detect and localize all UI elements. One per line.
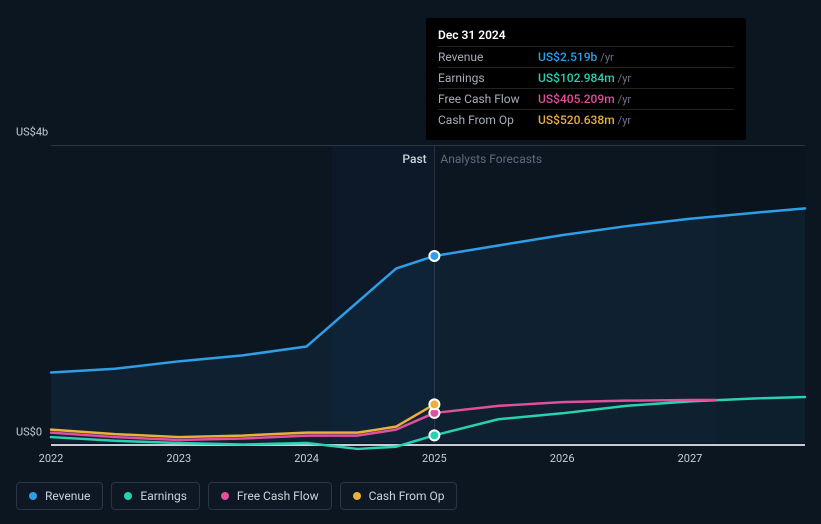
tooltip-unit: /yr: [600, 51, 613, 64]
legend-label: Free Cash Flow: [237, 489, 319, 503]
x-tick: 2022: [39, 452, 64, 465]
tooltip-metric-value: US$405.209m: [538, 92, 615, 106]
tooltip-date: Dec 31 2024: [438, 28, 734, 42]
tooltip-row: Free Cash Flow US$405.209m /yr: [438, 88, 734, 109]
legend-label: Revenue: [45, 489, 90, 503]
y-tick-zero: US$0: [16, 426, 51, 439]
tooltip-unit: /yr: [618, 114, 631, 127]
tooltip-metric-value: US$2.519b: [538, 50, 597, 64]
hover-tooltip: Dec 31 2024 Revenue US$2.519b /yrEarning…: [426, 18, 746, 140]
x-tick: 2026: [550, 452, 575, 465]
tooltip-row: Revenue US$2.519b /yr: [438, 46, 734, 67]
legend-dot-icon: [221, 492, 229, 500]
tooltip-row: Cash From Op US$520.638m /yr: [438, 109, 734, 130]
legend-label: Earnings: [140, 489, 187, 503]
x-tick: 2024: [294, 452, 319, 465]
tooltip-metric-label: Free Cash Flow: [438, 92, 538, 106]
legend-item-fcf[interactable]: Free Cash Flow: [208, 482, 332, 510]
tooltip-row: Earnings US$102.984m /yr: [438, 67, 734, 88]
legend-item-earnings[interactable]: Earnings: [111, 482, 200, 510]
x-tick: 2025: [422, 452, 447, 465]
zero-baseline: [51, 444, 805, 446]
tooltip-metric-label: Cash From Op: [438, 113, 538, 127]
legend-label: Cash From Op: [369, 489, 445, 503]
tooltip-unit: /yr: [618, 72, 631, 85]
legend-item-cfo[interactable]: Cash From Op: [340, 482, 458, 510]
legend: Revenue Earnings Free Cash Flow Cash Fro…: [16, 482, 457, 510]
chart-lines: [51, 146, 805, 443]
tooltip-metric-value: US$520.638m: [538, 113, 615, 127]
x-tick: 2023: [166, 452, 191, 465]
legend-dot-icon: [353, 492, 361, 500]
tooltip-rows: Revenue US$2.519b /yrEarnings US$102.984…: [438, 46, 734, 130]
tooltip-metric-label: Revenue: [438, 50, 538, 64]
legend-item-revenue[interactable]: Revenue: [16, 482, 103, 510]
y-tick-max: US$4b: [16, 126, 51, 139]
tooltip-metric-label: Earnings: [438, 71, 538, 85]
legend-dot-icon: [124, 492, 132, 500]
x-tick: 2027: [678, 452, 703, 465]
plot-area[interactable]: Past Analysts Forecasts: [51, 145, 805, 443]
tooltip-unit: /yr: [618, 93, 631, 106]
tooltip-metric-value: US$102.984m: [538, 71, 615, 85]
legend-dot-icon: [29, 492, 37, 500]
